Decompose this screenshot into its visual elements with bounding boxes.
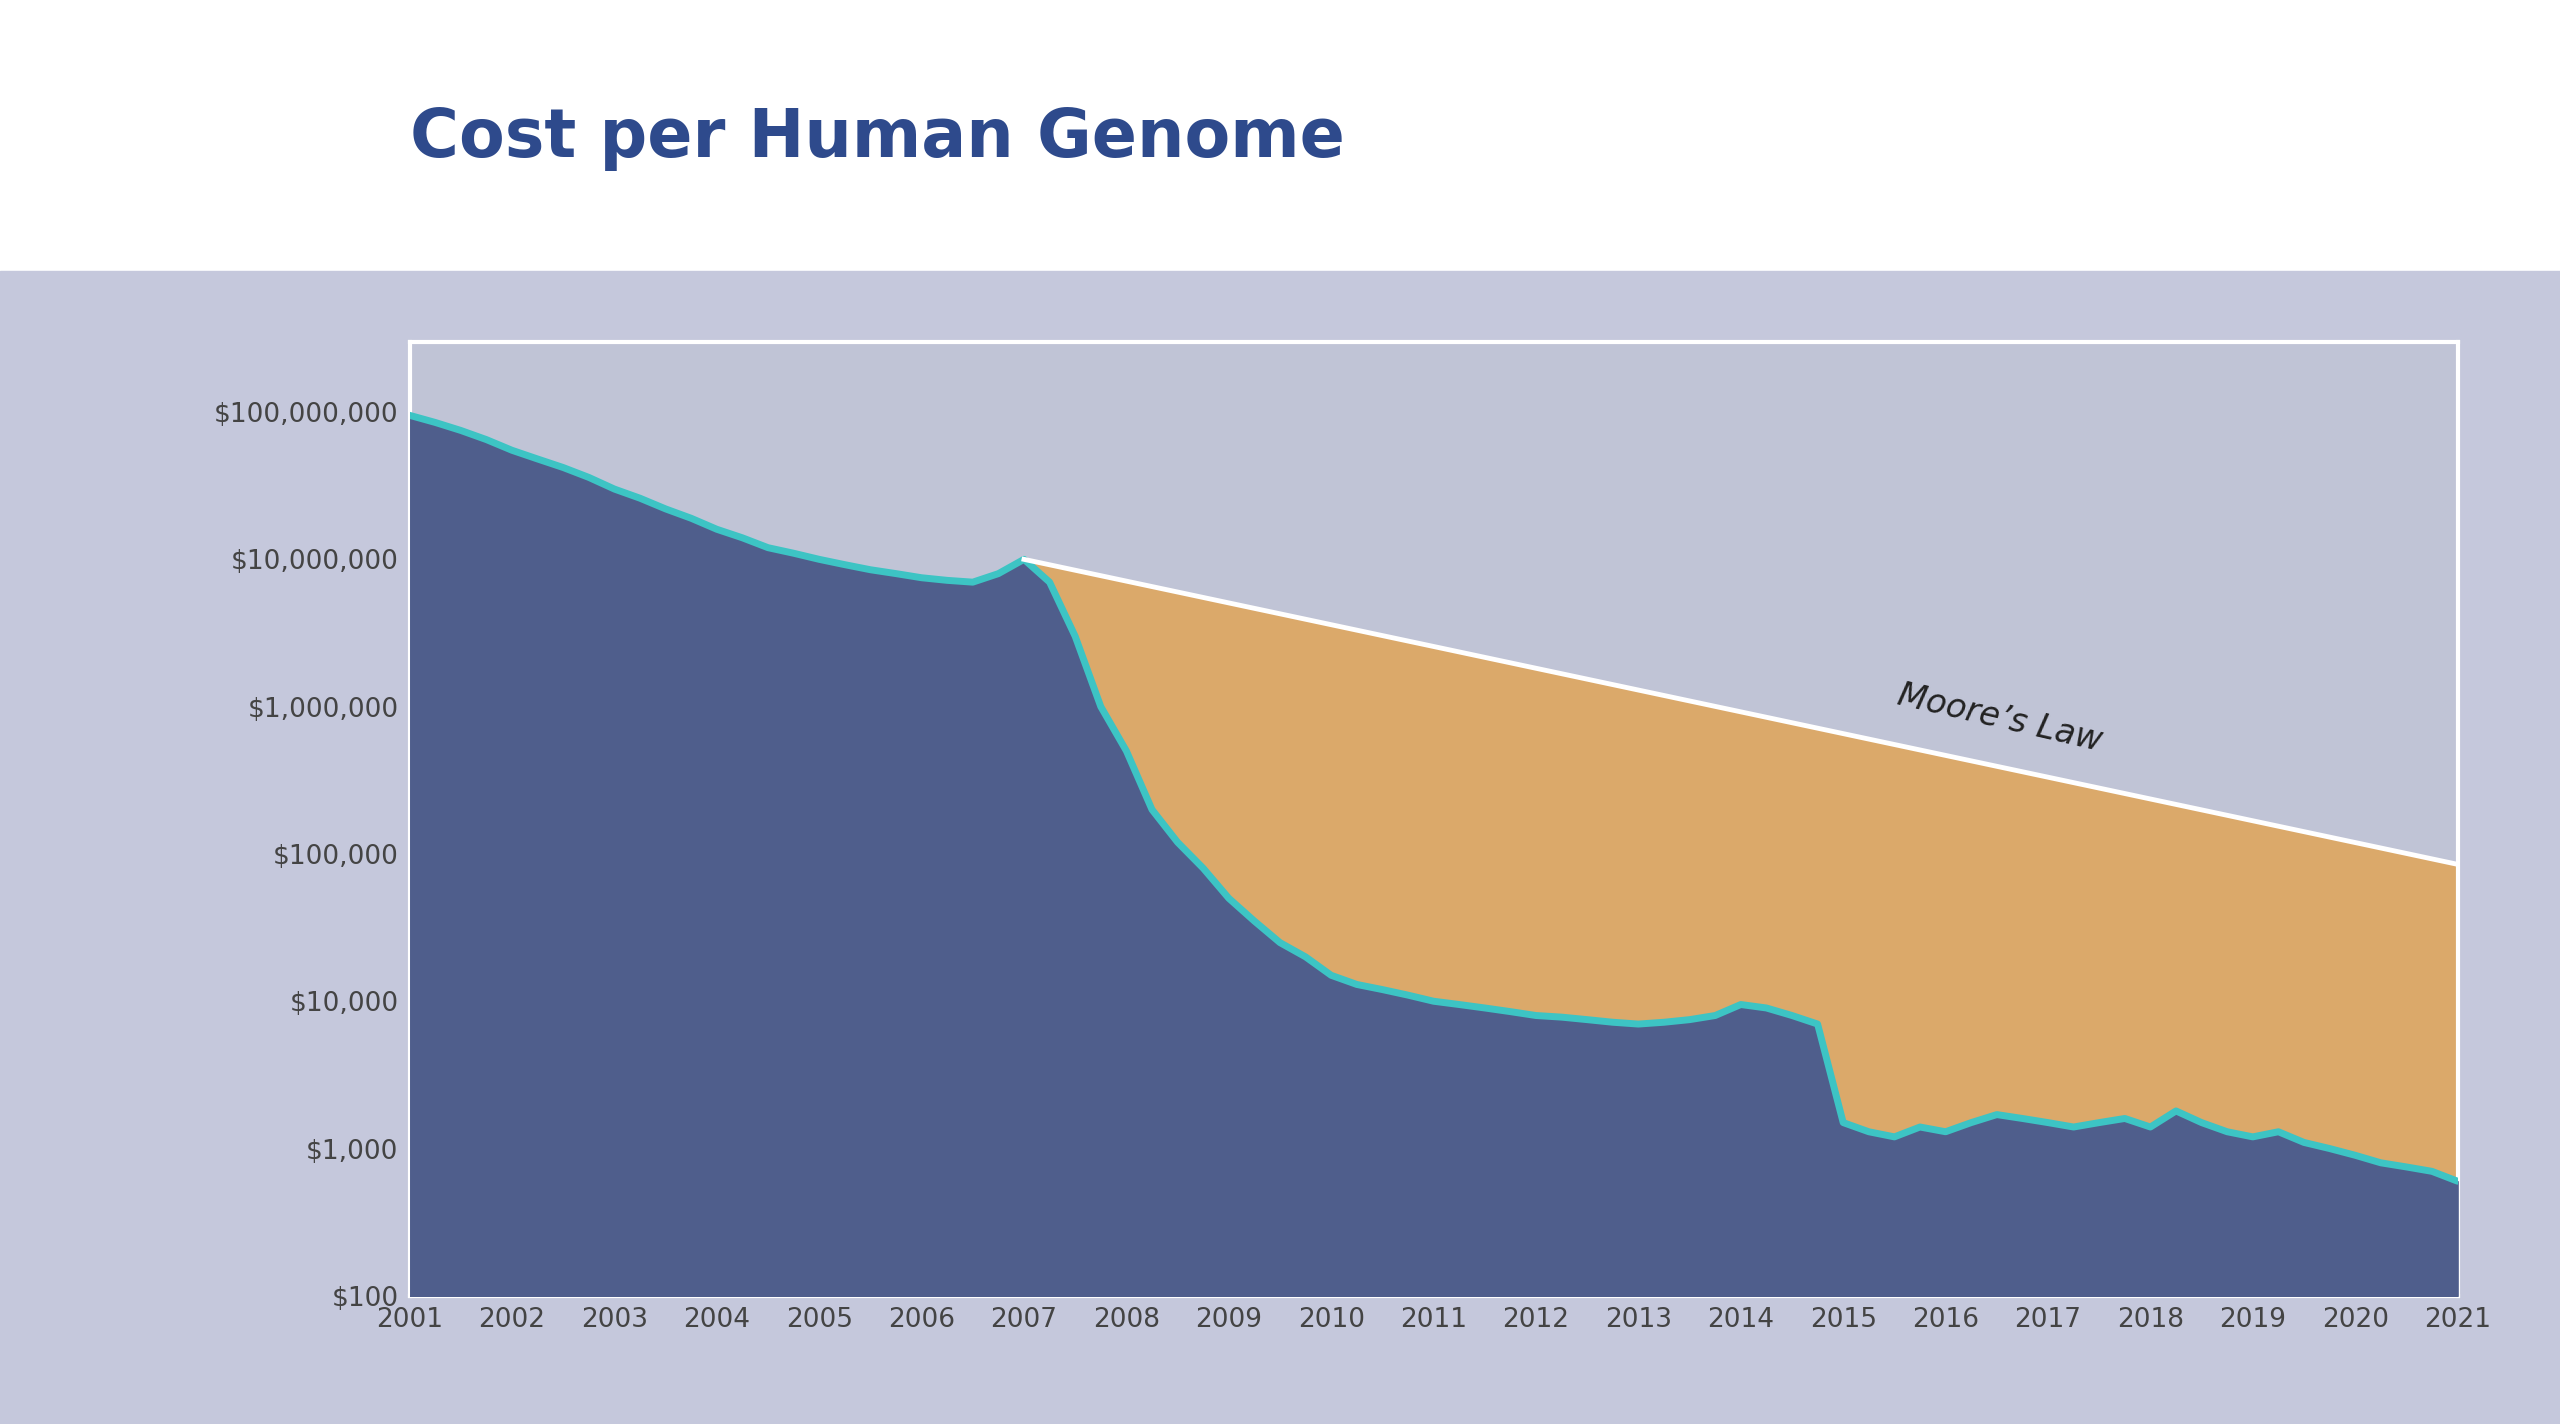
Text: Cost per Human Genome: Cost per Human Genome <box>410 105 1344 171</box>
Text: Moore’s Law: Moore’s Law <box>1894 679 2104 758</box>
